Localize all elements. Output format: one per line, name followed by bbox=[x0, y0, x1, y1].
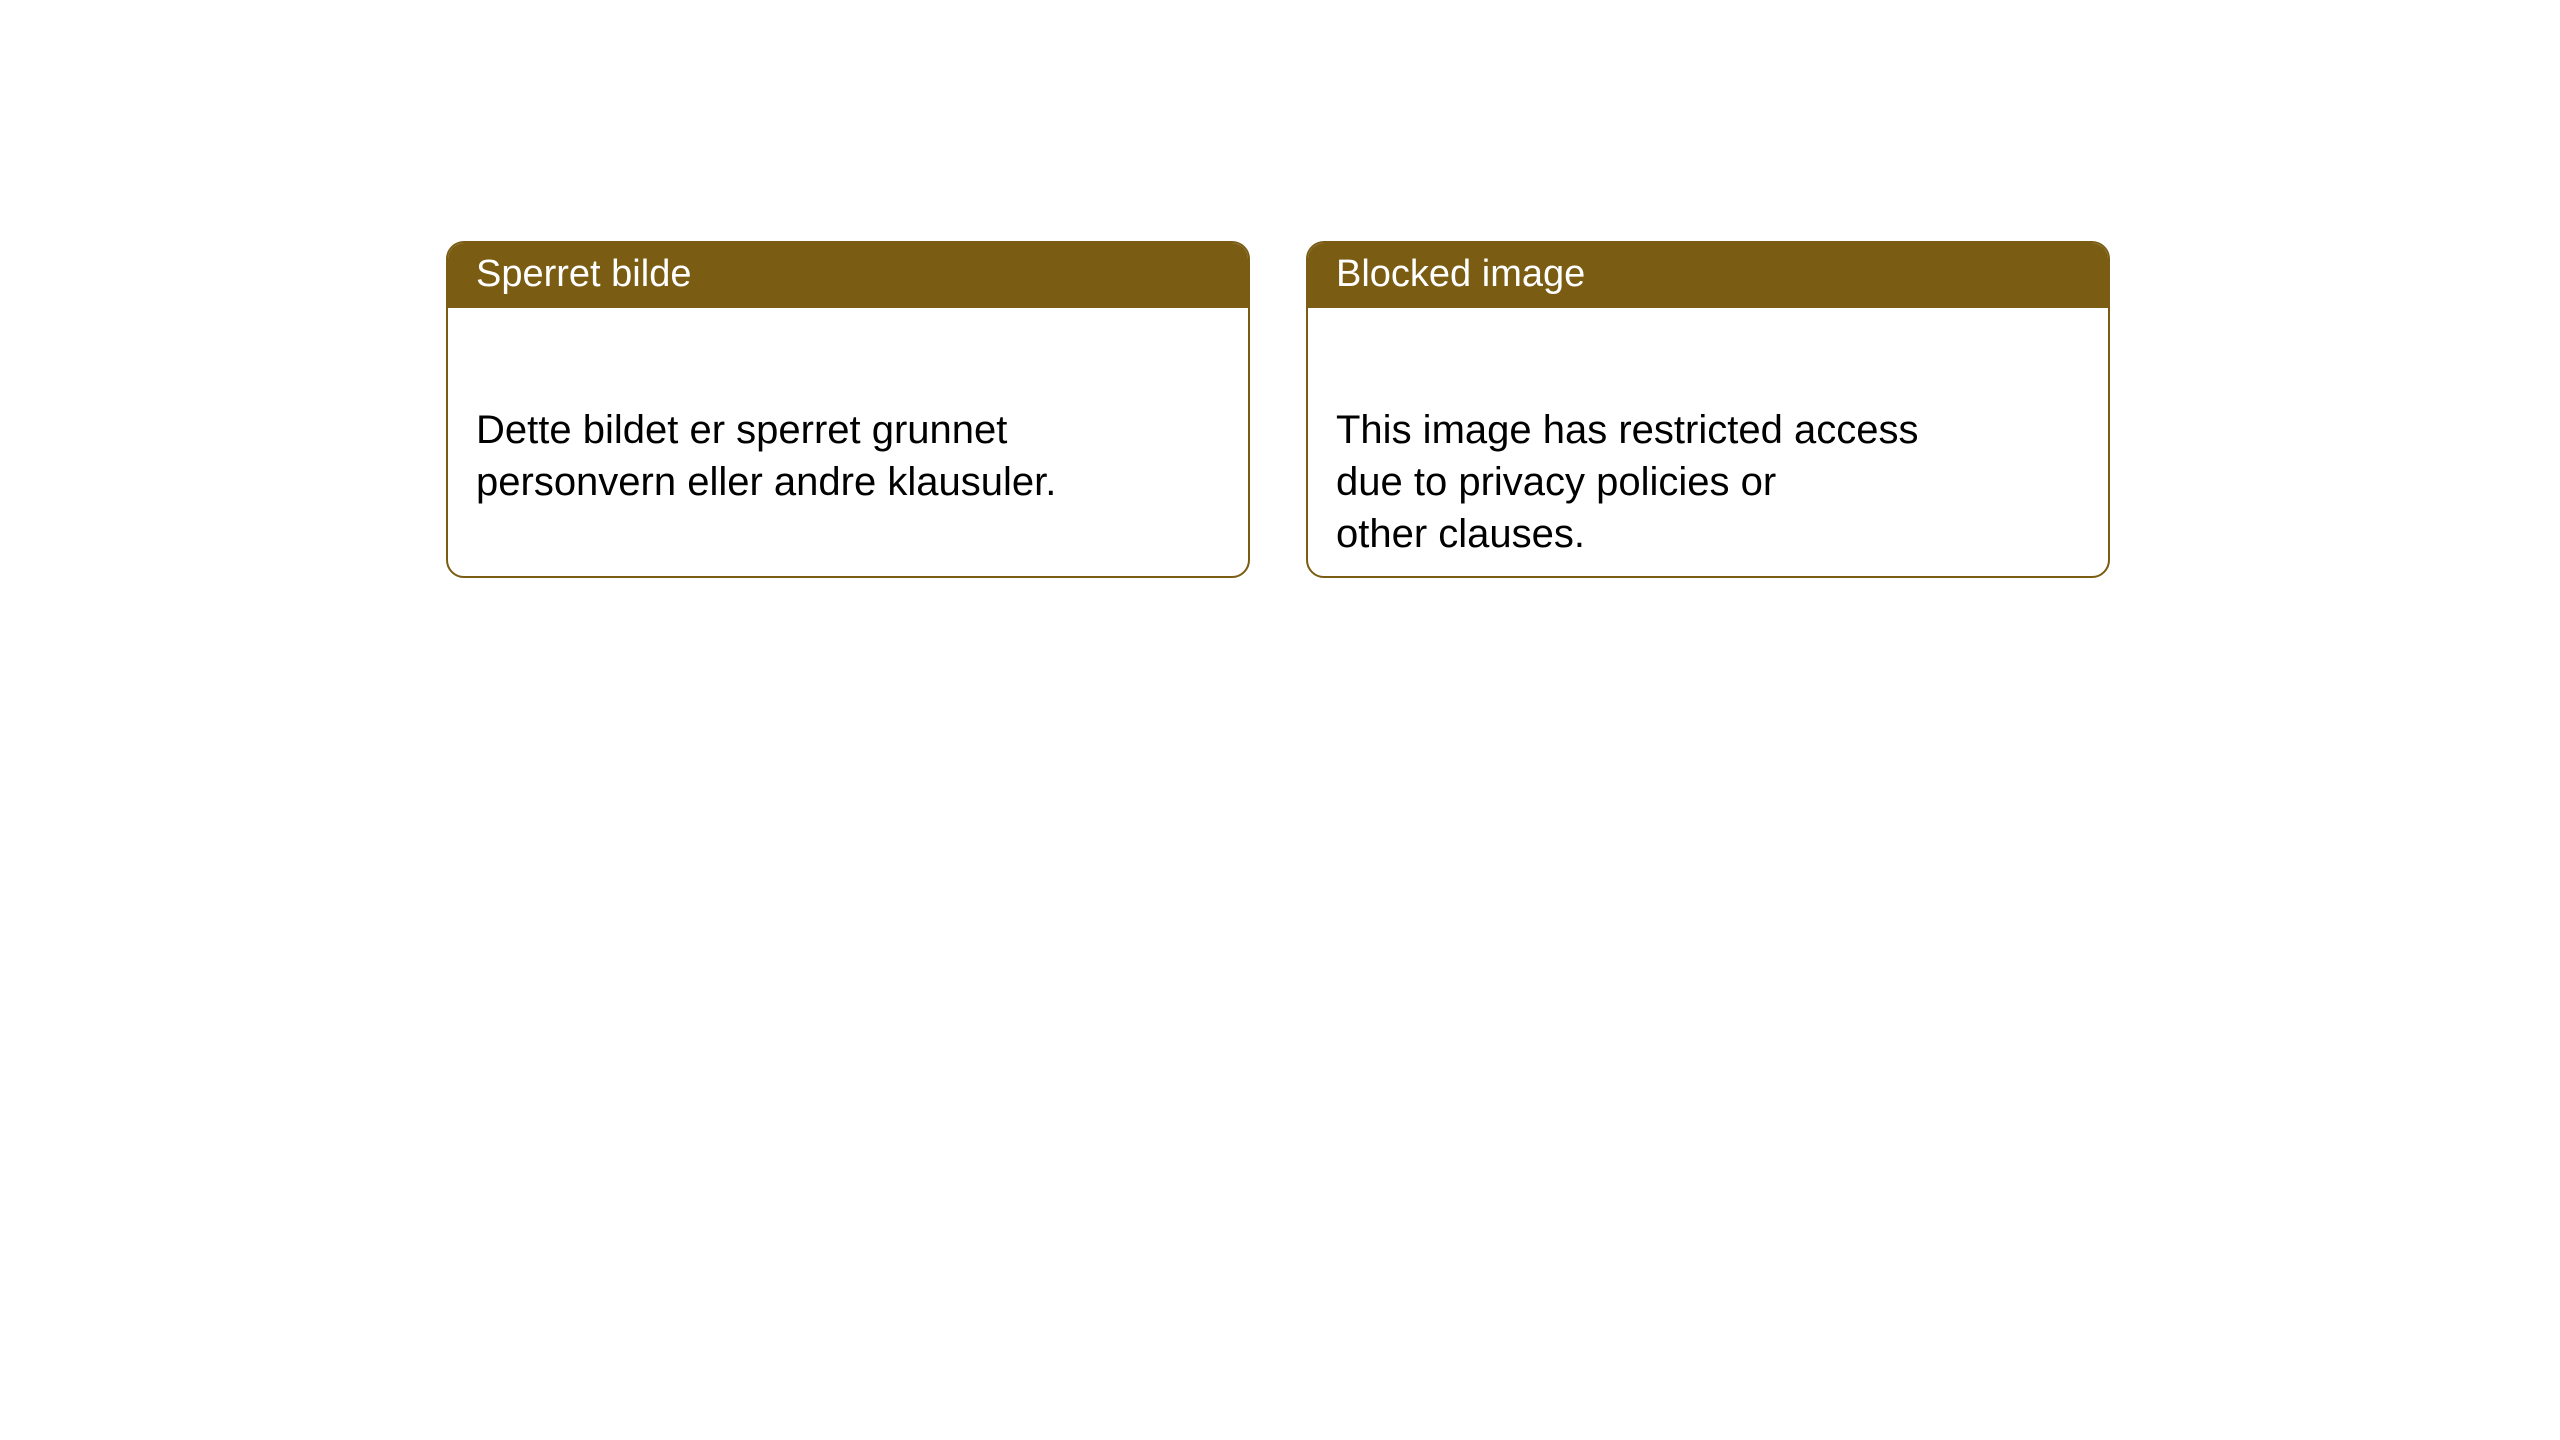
card-body-text: This image has restricted access due to … bbox=[1336, 408, 1918, 556]
card-body: Dette bildet er sperret grunnet personve… bbox=[448, 308, 1248, 536]
card-header: Blocked image bbox=[1308, 243, 2108, 308]
notice-card-english: Blocked image This image has restricted … bbox=[1306, 241, 2110, 578]
notice-card-norwegian: Sperret bilde Dette bildet er sperret gr… bbox=[446, 241, 1250, 578]
card-body: This image has restricted access due to … bbox=[1308, 308, 2108, 578]
card-body-text: Dette bildet er sperret grunnet personve… bbox=[476, 408, 1056, 504]
notice-cards-container: Sperret bilde Dette bildet er sperret gr… bbox=[446, 241, 2110, 578]
card-title: Blocked image bbox=[1336, 253, 1585, 295]
card-header: Sperret bilde bbox=[448, 243, 1248, 308]
card-title: Sperret bilde bbox=[476, 253, 691, 295]
